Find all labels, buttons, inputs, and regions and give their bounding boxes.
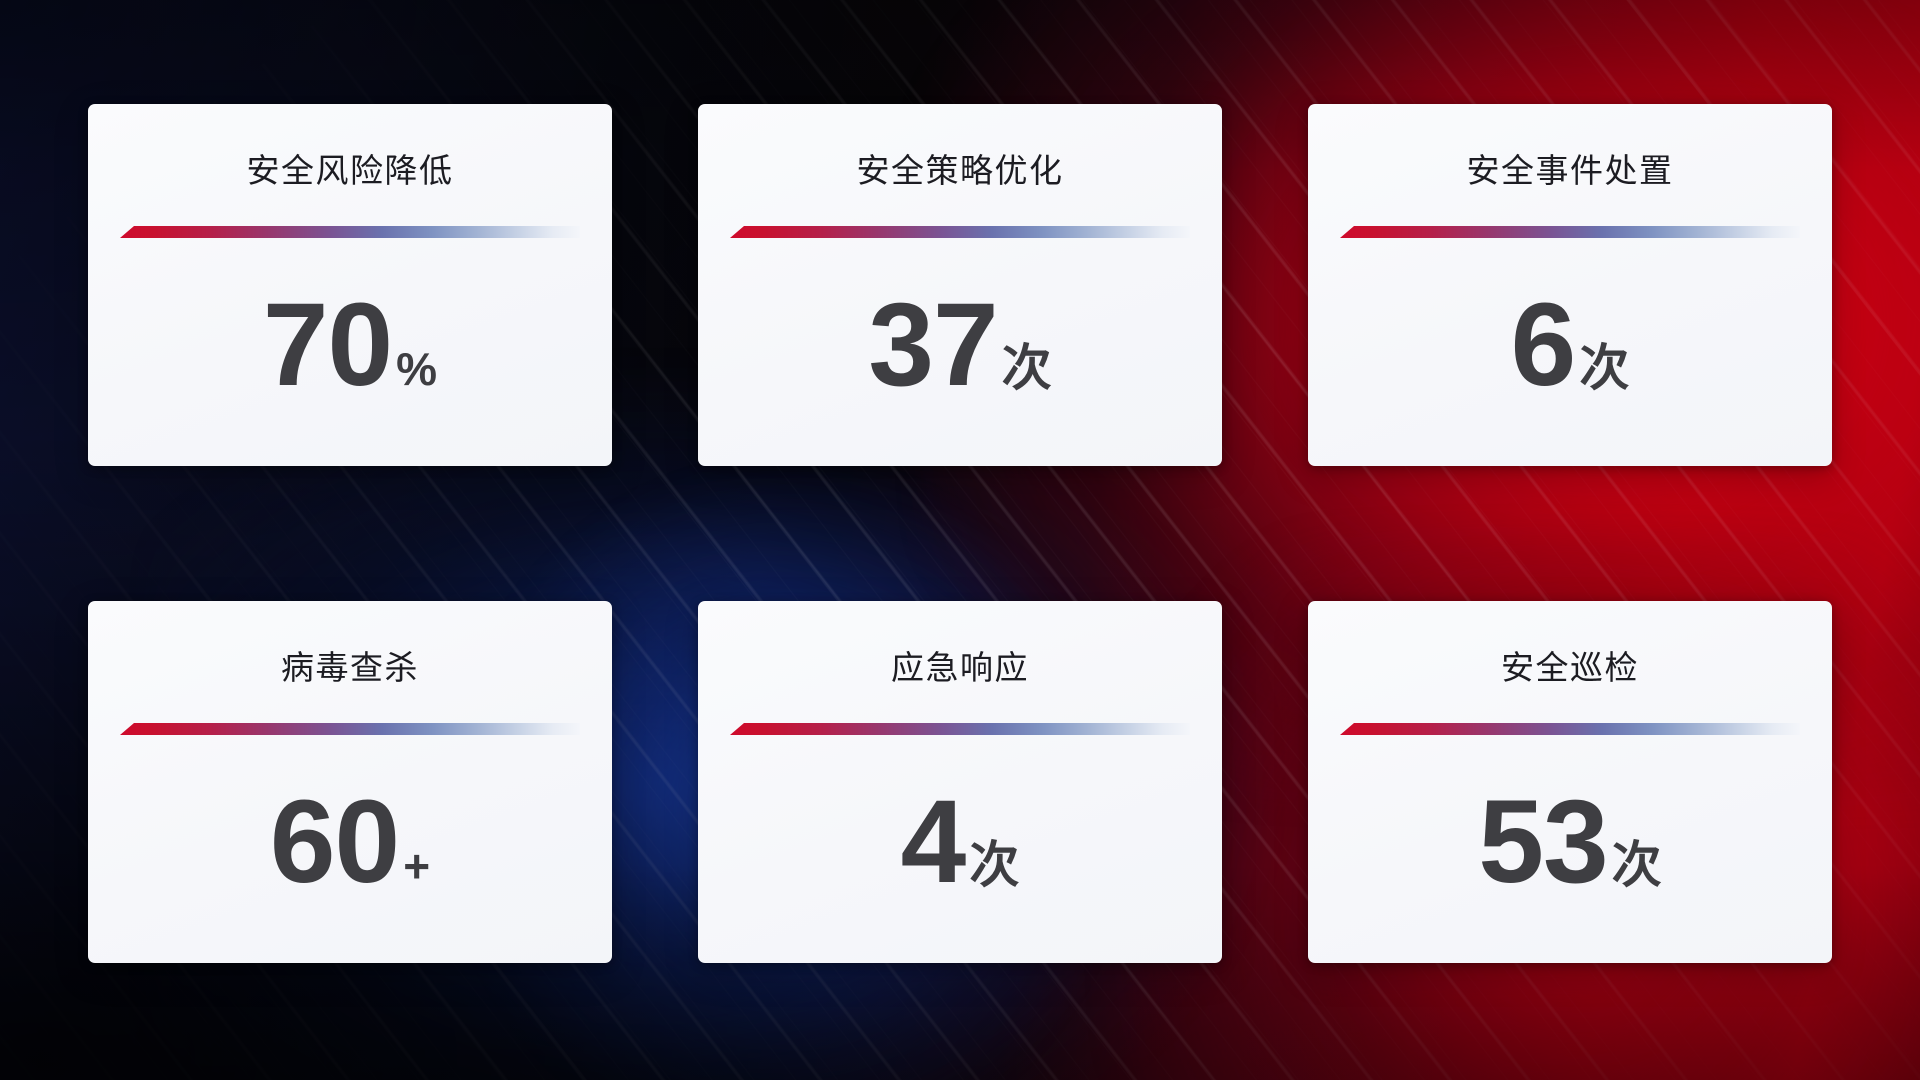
metric-value-group: 37 次 — [868, 279, 1052, 412]
metric-card-divider — [1340, 225, 1800, 238]
gradient-rule — [1340, 722, 1800, 735]
gradient-rule — [120, 722, 580, 735]
metric-value: 60 — [269, 776, 400, 909]
metric-value-group: 70 % — [262, 279, 438, 412]
metric-unit: 次 — [1579, 340, 1630, 397]
metric-value: 6 — [1510, 279, 1577, 412]
metric-card-title: 安全风险降低 — [246, 152, 454, 189]
metric-unit: 次 — [1611, 837, 1662, 894]
metric-value: 70 — [262, 279, 393, 412]
gradient-rule — [730, 722, 1190, 735]
gradient-rule — [730, 225, 1190, 238]
metric-card-title: 安全策略优化 — [856, 152, 1064, 189]
metric-card[interactable]: 应急响应 4 次 — [698, 601, 1222, 963]
metric-card-divider — [730, 225, 1190, 238]
metric-card-divider — [730, 722, 1190, 735]
metric-value-group: 6 次 — [1510, 279, 1630, 412]
metric-value: 4 — [900, 776, 967, 909]
metric-card-divider — [120, 722, 580, 735]
metric-card[interactable]: 安全策略优化 37 次 — [698, 104, 1222, 466]
metric-value-group: 53 次 — [1478, 776, 1662, 909]
metric-value-group: 4 次 — [900, 776, 1020, 909]
metric-card[interactable]: 安全巡检 53 次 — [1308, 601, 1832, 963]
gradient-rule — [120, 225, 580, 238]
metric-value: 37 — [868, 279, 998, 412]
metric-value: 53 — [1478, 776, 1608, 909]
metric-unit: % — [396, 343, 438, 396]
metric-card-title: 应急响应 — [891, 649, 1029, 686]
metric-value-group: 60 + — [269, 776, 431, 909]
metric-card-title: 安全巡检 — [1501, 649, 1639, 686]
metric-unit: 次 — [969, 837, 1020, 894]
metric-card[interactable]: 病毒查杀 60 + — [88, 601, 612, 963]
metric-card-title: 安全事件处置 — [1466, 152, 1674, 189]
metric-unit: + — [403, 840, 431, 893]
metric-unit: 次 — [1001, 340, 1052, 397]
metric-card-divider — [120, 225, 580, 238]
metric-card-grid: 安全风险降低 70 % 安全策略优化 37 次 安全事件处置 — [88, 104, 1832, 963]
metric-card[interactable]: 安全事件处置 6 次 — [1308, 104, 1832, 466]
metric-card[interactable]: 安全风险降低 70 % — [88, 104, 612, 466]
metric-card-divider — [1340, 722, 1800, 735]
gradient-rule — [1340, 225, 1800, 238]
metric-card-title: 病毒查杀 — [281, 649, 419, 686]
